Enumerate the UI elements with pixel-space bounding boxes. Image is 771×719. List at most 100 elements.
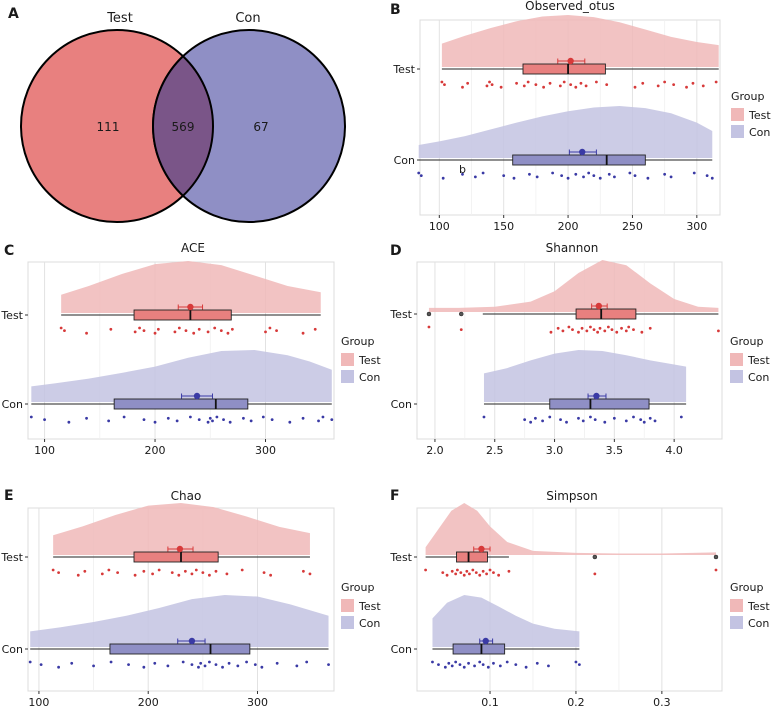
data-point-test [156, 327, 160, 331]
data-point-test [443, 83, 446, 86]
legend-label-test: Test [358, 600, 381, 613]
density-cloud-test [428, 260, 719, 312]
data-point-test [672, 83, 676, 86]
data-point-con [107, 419, 111, 423]
outlier-point [713, 554, 719, 560]
x-tick-label: 2.0 [426, 444, 444, 457]
venn-count-con-only: 67 [253, 120, 268, 134]
legend-observed-otus: Group Test Con [731, 90, 771, 139]
data-point-test [490, 83, 494, 86]
data-point-con [593, 418, 597, 421]
data-point-test [262, 571, 266, 574]
data-point-test [197, 327, 201, 331]
panel-letter-f: F [390, 488, 400, 504]
density-cloud-test [441, 15, 719, 67]
data-point-test [427, 325, 431, 329]
data-point-test [133, 573, 137, 577]
data-point-test [471, 568, 475, 572]
legend-title: Group [341, 581, 375, 594]
panel-title-ace: ACE [181, 241, 205, 255]
data-point-test [603, 329, 607, 333]
legend-label-test: Test [747, 600, 770, 613]
box-test [575, 308, 637, 320]
x-tick-label: 0.3 [653, 696, 671, 709]
data-point-test [76, 573, 80, 577]
data-point-test [691, 81, 695, 85]
data-point-test [542, 85, 546, 89]
data-point-con [43, 418, 46, 421]
data-point-con [321, 415, 325, 419]
x-tick-label: 200 [145, 444, 166, 457]
data-point-test [138, 326, 141, 330]
mean-point-con [188, 637, 196, 645]
y-label-con: Con [394, 154, 415, 167]
data-point-test [459, 328, 463, 331]
legend-label-con: Con [359, 371, 380, 384]
data-point-con [548, 415, 552, 419]
data-point-test [594, 80, 598, 84]
data-point-test [656, 84, 660, 88]
data-point-con [327, 663, 330, 666]
panel-title-chao: Chao [171, 489, 202, 503]
data-point-test [610, 328, 614, 331]
density-cloud-con [483, 350, 687, 402]
data-point-test [534, 83, 538, 86]
data-point-con [481, 171, 485, 175]
legend-label-test: Test [748, 109, 771, 122]
data-point-test [714, 568, 718, 572]
box-test [133, 551, 219, 563]
data-point-con [648, 416, 652, 420]
data-point-con [628, 171, 632, 175]
data-point-con [437, 663, 440, 666]
y-label-test: Test [0, 309, 23, 322]
data-point-con [581, 419, 585, 423]
data-point-test [468, 572, 471, 576]
data-point-con [529, 420, 533, 424]
data-point-test [717, 329, 720, 333]
data-point-test [592, 328, 596, 331]
legend-title: Group [341, 335, 375, 348]
legend-title: Group [730, 581, 764, 594]
data-point-con [443, 665, 447, 669]
data-point-con [211, 419, 214, 423]
panel-letter-b: B [390, 2, 401, 18]
data-point-con [127, 663, 130, 666]
data-point-con [109, 660, 113, 664]
data-point-con [512, 176, 516, 180]
data-point-test [648, 326, 652, 330]
data-point-con [577, 663, 581, 666]
data-point-test [201, 571, 205, 574]
data-point-test [577, 330, 580, 334]
data-point-test [584, 84, 588, 88]
data-point-con [270, 418, 274, 421]
mean-point-con [193, 392, 201, 400]
box-con [452, 643, 506, 655]
data-point-test [190, 572, 194, 576]
density-cloud-con [432, 595, 580, 647]
data-point-con [166, 664, 170, 668]
data-point-con [603, 420, 607, 424]
data-point-con [624, 419, 628, 423]
data-point-test [107, 568, 111, 572]
data-point-con [236, 664, 240, 668]
data-point-test [569, 83, 573, 86]
data-point-con [242, 416, 245, 420]
x-tick-label: 100 [34, 444, 55, 457]
data-point-test [308, 572, 312, 576]
mean-point-test [187, 303, 194, 311]
panel-letter-e: E [4, 488, 14, 504]
x-tick-label: 0.1 [481, 696, 499, 709]
data-point-test [596, 330, 600, 334]
data-point-test [116, 571, 120, 574]
data-point-test [173, 330, 177, 334]
data-point-test [579, 81, 583, 85]
data-point-con [679, 415, 683, 419]
data-point-con [587, 171, 591, 175]
data-point-test [580, 326, 584, 330]
data-point-test [264, 330, 267, 334]
data-point-test [170, 571, 174, 574]
data-point-con [197, 418, 201, 421]
x-tick-label: 250 [622, 220, 643, 233]
data-point-con [85, 416, 88, 420]
mean-point-test [176, 545, 184, 553]
